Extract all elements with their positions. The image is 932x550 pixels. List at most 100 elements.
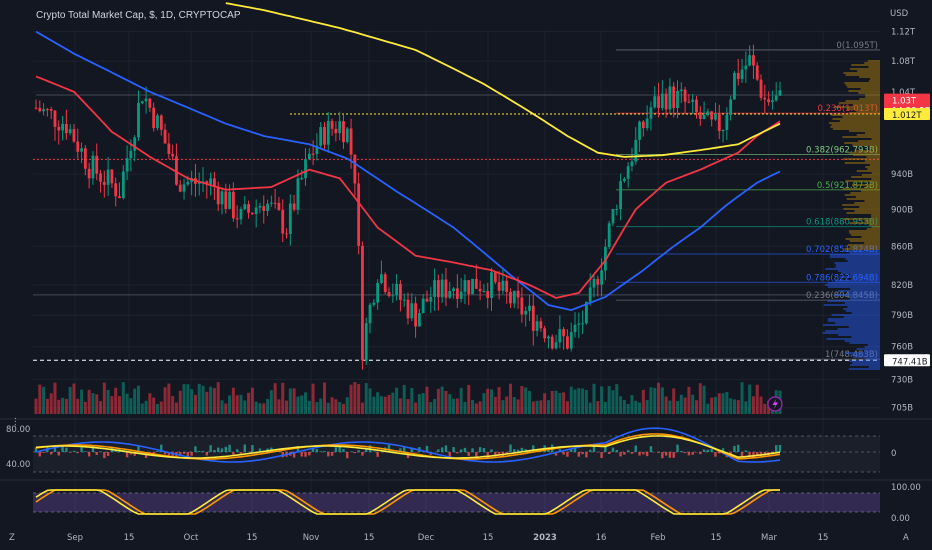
histogram-bar	[387, 444, 391, 452]
volume-bar	[436, 388, 440, 414]
candle-body	[736, 72, 740, 80]
volume-bar	[630, 395, 634, 414]
candle-body	[296, 178, 300, 210]
volume-profile-bar	[864, 346, 880, 348]
candle-body	[182, 184, 186, 192]
volume-profile-bar	[838, 290, 880, 292]
candle-body	[501, 280, 505, 291]
histogram-bar	[626, 450, 630, 452]
histogram-bar	[520, 447, 524, 452]
candle-body	[433, 280, 436, 297]
time-axis[interactable]: Sep 15 Oct 15 Nov 15 Dec 15 2023 16 Feb 15 Mar 15	[67, 533, 828, 543]
volume-bar	[254, 401, 258, 414]
candle-body	[209, 178, 213, 185]
oscillator-pane[interactable]: 80.00 40.00 0	[0, 418, 932, 473]
candle-body	[706, 111, 710, 116]
volume-profile-bar	[837, 328, 880, 330]
volume-bar	[106, 389, 110, 414]
volume-profile-bar	[849, 222, 880, 224]
tradingview-logo-icon[interactable]: Z	[9, 533, 15, 543]
volume-bar	[497, 387, 501, 414]
candle-body	[524, 310, 528, 315]
candle-body	[687, 101, 691, 103]
volume-bar	[467, 384, 471, 414]
candle-body	[740, 69, 744, 80]
volume-profile-bar	[853, 356, 880, 358]
histogram-bar	[228, 444, 231, 452]
candle-body	[307, 153, 311, 160]
candle-body	[345, 128, 349, 143]
volume-profile-bar	[850, 364, 880, 366]
histogram-bar	[91, 445, 95, 452]
volume-bar	[406, 399, 410, 414]
auto-scale-icon[interactable]: A	[903, 533, 909, 543]
candle-body	[668, 86, 672, 110]
volume-profile-bar	[860, 88, 880, 90]
candle-body	[148, 98, 152, 108]
histogram-bar	[554, 452, 558, 456]
candle-body	[554, 342, 558, 349]
candle-body	[186, 181, 190, 185]
time-tick-label: 15	[711, 533, 722, 543]
volume-profile-bar	[865, 166, 880, 168]
candle-body	[448, 291, 452, 298]
histogram-bar	[702, 449, 706, 452]
candle-body	[459, 291, 463, 299]
histogram-bar	[182, 452, 186, 454]
volume-profile-bar	[859, 98, 880, 100]
volume-bar	[182, 384, 186, 414]
volume-bar	[550, 391, 554, 414]
oscillator-line	[35, 427, 781, 463]
volume-bar	[285, 400, 289, 414]
volume-profile-bar	[849, 232, 880, 234]
candlesticks[interactable]	[34, 44, 782, 370]
volume-bar	[152, 397, 156, 414]
volume-bar	[395, 387, 399, 414]
price-tick-label: 1.04T	[891, 88, 916, 98]
volume-bar	[463, 401, 467, 414]
volume-profile-bar	[847, 306, 880, 308]
volume-profile-bar	[838, 334, 880, 336]
histogram-bar	[258, 448, 262, 452]
volume-bar	[713, 397, 717, 414]
volume-bar	[91, 393, 95, 414]
candle-body	[444, 279, 448, 298]
histogram-bar	[125, 452, 129, 458]
volume-bar	[414, 402, 418, 414]
stochastic-pane[interactable]: 100.00 0.00	[0, 479, 932, 524]
candle-body	[91, 155, 95, 179]
volume-profile-bar	[841, 272, 880, 274]
volume-bar	[140, 403, 144, 414]
volume-bar	[319, 398, 323, 414]
histogram-bar	[49, 452, 53, 455]
volume-profile-bar	[827, 320, 880, 322]
volume-profile-bar	[831, 114, 880, 116]
volume-profile-bar	[851, 312, 880, 314]
price-axis[interactable]: 1.12T 1.08T 1.04T 940B 900B 860B 820B 790B 760B 7…	[891, 28, 916, 414]
volume-profile-bar	[867, 344, 880, 346]
lightning-icon[interactable]	[767, 396, 783, 412]
candle-body	[250, 212, 254, 215]
volume-profile-bar	[865, 132, 880, 134]
volume-bar	[288, 388, 292, 414]
candle-body	[771, 100, 774, 103]
candle-body	[399, 283, 402, 300]
volume-bar	[531, 401, 535, 414]
volume-bar	[307, 400, 311, 414]
candle-body	[410, 303, 414, 319]
volume-bar	[516, 399, 520, 414]
candle-body	[543, 328, 547, 339]
volume-bar	[725, 392, 729, 414]
candle-body	[641, 121, 645, 129]
pane-divider-icon[interactable]: ⋮	[11, 417, 20, 427]
histogram-bar	[167, 452, 171, 457]
time-tick-label: 15	[818, 533, 829, 543]
volume-bar	[49, 393, 53, 414]
histogram-bar	[365, 448, 368, 452]
volume-profile-bar	[852, 104, 880, 106]
volume-profile-bar	[871, 178, 880, 180]
candle-body	[585, 301, 588, 324]
volume-bar	[155, 403, 159, 414]
volume-bar	[372, 396, 376, 414]
